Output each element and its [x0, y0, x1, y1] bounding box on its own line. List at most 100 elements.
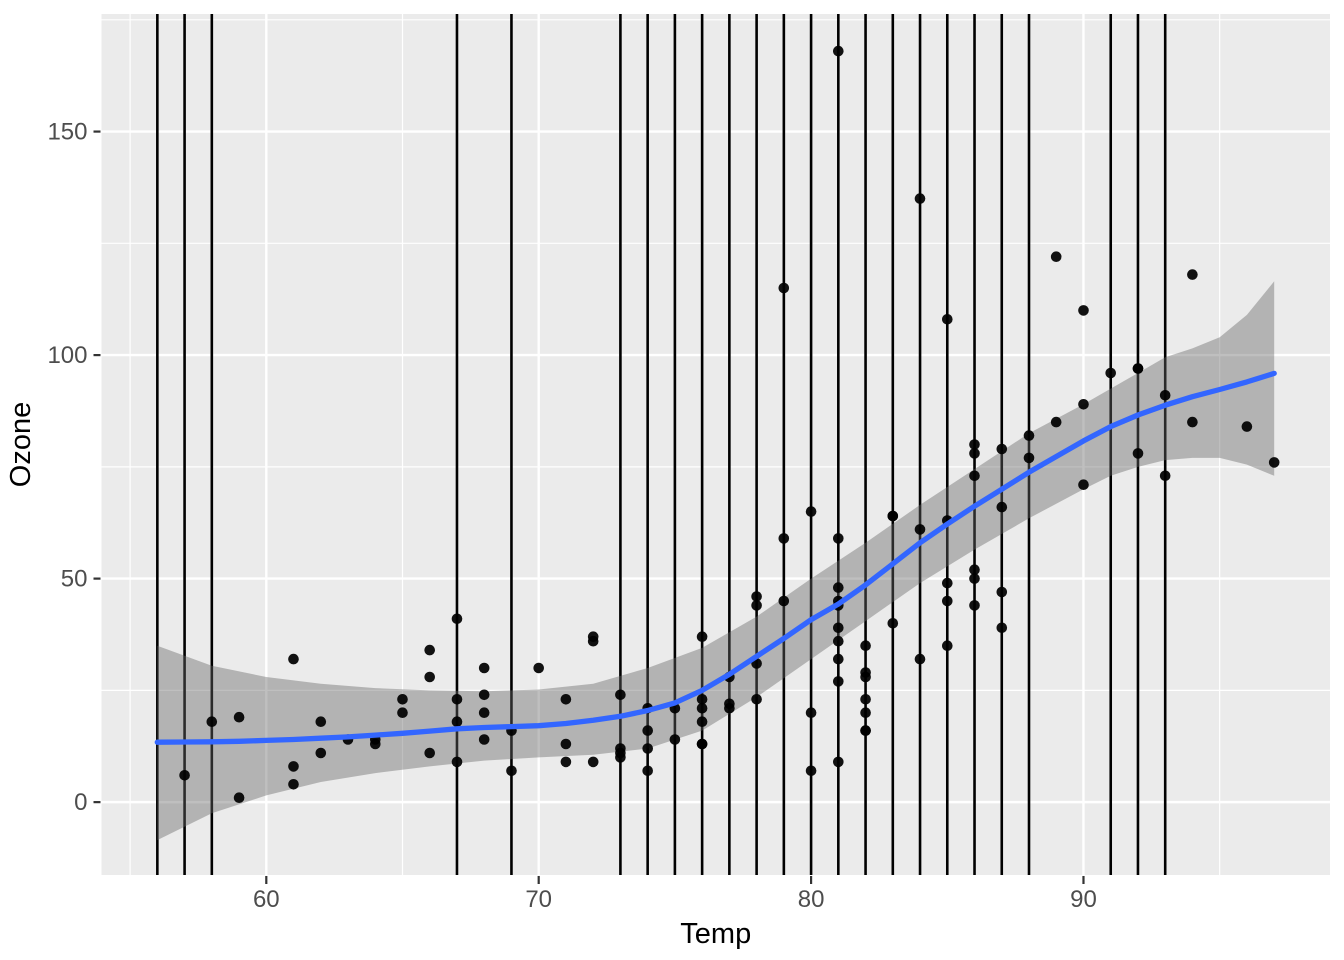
data-point: [315, 716, 327, 727]
data-point: [642, 725, 653, 736]
y-tick-label: 100: [47, 342, 87, 369]
data-point: [1023, 452, 1035, 464]
data-point: [751, 694, 762, 705]
data-point: [860, 671, 871, 683]
data-point: [778, 282, 790, 294]
data-point: [969, 448, 980, 459]
data-point: [1078, 399, 1089, 410]
data-point: [1078, 479, 1089, 491]
data-point: [751, 591, 762, 602]
data-point: [860, 725, 871, 736]
data-point: [424, 644, 436, 656]
data-point: [206, 716, 218, 727]
data-point: [805, 707, 817, 718]
y-tick-label: 150: [47, 119, 87, 146]
data-point: [969, 600, 980, 611]
y-tick-label: 0: [74, 789, 87, 816]
data-point: [587, 631, 599, 642]
data-point: [424, 747, 436, 759]
data-point: [1023, 430, 1035, 441]
data-point: [833, 756, 844, 768]
data-point: [615, 752, 626, 763]
data-point: [451, 613, 463, 625]
x-tick-label: 60: [253, 886, 280, 913]
data-point: [1132, 363, 1144, 374]
data-point: [478, 707, 490, 718]
data-point: [478, 662, 490, 674]
data-point: [288, 779, 299, 790]
data-point: [560, 738, 572, 750]
data-point: [1241, 421, 1253, 432]
data-point: [1187, 416, 1198, 428]
data-point: [969, 439, 980, 450]
data-point: [478, 689, 490, 701]
data-point: [942, 595, 953, 607]
data-point: [451, 716, 463, 727]
data-point: [397, 707, 408, 718]
data-point: [914, 193, 926, 204]
data-point: [696, 716, 708, 727]
data-point: [1050, 416, 1062, 428]
data-point: [778, 533, 790, 544]
data-point: [833, 635, 844, 647]
data-point: [969, 470, 980, 482]
data-point: [833, 582, 844, 593]
data-point: [1078, 305, 1089, 316]
data-point: [805, 506, 817, 517]
data-point: [942, 314, 953, 325]
data-point: [179, 770, 190, 781]
data-point: [751, 600, 762, 611]
smooth-line: [154, 370, 1277, 745]
data-point: [833, 45, 844, 57]
data-point: [996, 586, 1008, 598]
data-point: [288, 653, 299, 665]
x-tick-label: 90: [1070, 886, 1097, 913]
data-point: [1159, 470, 1171, 482]
data-point: [860, 707, 871, 718]
data-point: [833, 653, 844, 665]
data-point: [1105, 367, 1116, 379]
plot-panel: [101, 14, 1330, 875]
data-point: [696, 738, 708, 750]
data-point: [833, 622, 844, 634]
data-point: [969, 564, 980, 575]
data-point: [615, 743, 626, 754]
data-point: [914, 653, 926, 665]
data-point: [451, 694, 463, 705]
data-point: [969, 573, 980, 584]
data-point: [805, 765, 817, 777]
data-point: [1132, 448, 1144, 459]
data-point: [669, 734, 681, 745]
data-point: [1187, 269, 1198, 280]
x-tick-label: 80: [798, 886, 825, 913]
data-point: [696, 703, 708, 714]
data-point: [778, 595, 790, 607]
x-axis-title: Temp: [680, 918, 751, 950]
data-point: [478, 734, 490, 745]
data-point: [833, 533, 844, 544]
data-point: [833, 676, 844, 687]
data-point: [560, 756, 572, 768]
data-point: [860, 694, 871, 705]
data-point: [914, 524, 926, 535]
data-point: [615, 689, 626, 701]
data-point: [642, 743, 653, 754]
data-point: [451, 756, 463, 768]
data-point: [233, 792, 245, 803]
x-tick-label: 70: [525, 886, 552, 913]
data-point: [1050, 251, 1062, 262]
data-point: [424, 671, 436, 683]
data-point: [560, 694, 572, 705]
data-point: [315, 747, 327, 759]
data-point: [587, 756, 599, 768]
y-axis-title: Ozone: [5, 402, 37, 487]
data-point: [1268, 457, 1280, 468]
data-point: [996, 501, 1008, 513]
data-point: [370, 738, 381, 750]
data-point: [1159, 390, 1171, 401]
data-point: [397, 694, 408, 705]
data-point: [533, 662, 544, 674]
confidence-ribbon: [157, 281, 1275, 841]
y-tick-label: 50: [61, 566, 88, 593]
